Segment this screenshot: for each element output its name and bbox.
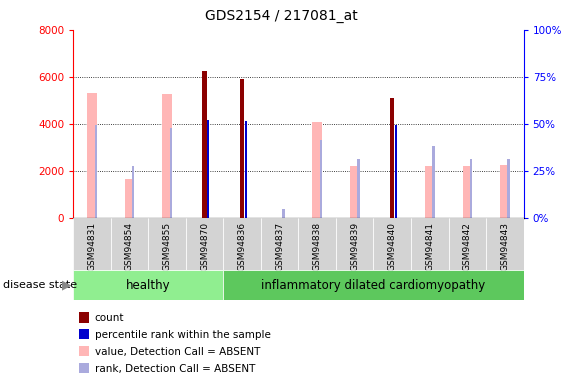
Bar (298, 217, 336, 270)
Text: inflammatory dilated cardiomyopathy: inflammatory dilated cardiomyopathy (261, 279, 485, 291)
Bar (148, 217, 186, 270)
Bar (87, 93, 97, 218)
Bar (336, 217, 373, 270)
Bar (207, 120, 209, 218)
Text: rank, Detection Call = ABSENT: rank, Detection Call = ABSENT (95, 364, 255, 374)
Text: GSM94837: GSM94837 (275, 222, 284, 271)
Bar (500, 165, 510, 218)
Bar (425, 166, 435, 218)
Bar (463, 166, 472, 218)
Bar (202, 71, 207, 217)
Bar (432, 146, 435, 218)
Bar (282, 209, 284, 218)
Text: GSM94836: GSM94836 (238, 222, 247, 271)
Bar (507, 159, 510, 218)
Bar (312, 122, 322, 218)
Text: GSM94854: GSM94854 (125, 222, 134, 271)
Bar (162, 94, 172, 218)
Bar (132, 166, 135, 218)
Text: disease state: disease state (3, 280, 77, 290)
Text: GSM94855: GSM94855 (163, 222, 172, 271)
Bar (390, 98, 395, 218)
Bar (395, 125, 397, 217)
Text: value, Detection Call = ABSENT: value, Detection Call = ABSENT (95, 347, 260, 357)
Bar (350, 166, 359, 218)
Bar (245, 122, 247, 218)
Bar (261, 217, 298, 270)
Text: ▶: ▶ (61, 278, 72, 291)
Bar (186, 217, 224, 270)
Bar (125, 179, 134, 218)
Text: GSM94841: GSM94841 (425, 222, 434, 271)
Bar (224, 217, 261, 270)
Bar (486, 217, 524, 270)
Bar (169, 128, 172, 217)
Text: GSM94843: GSM94843 (501, 222, 510, 271)
Text: healthy: healthy (126, 279, 171, 291)
Bar (111, 217, 148, 270)
Text: count: count (95, 314, 124, 324)
Text: GDS2154 / 217081_at: GDS2154 / 217081_at (205, 9, 358, 23)
Bar (358, 159, 360, 218)
Text: GSM94838: GSM94838 (312, 222, 321, 271)
Bar (224, 270, 524, 300)
Bar (449, 217, 486, 270)
Bar (240, 79, 244, 218)
Bar (320, 140, 322, 218)
Bar (95, 125, 97, 217)
Text: GSM94870: GSM94870 (200, 222, 209, 271)
Bar (411, 217, 449, 270)
Bar (470, 159, 472, 218)
Text: GSM94842: GSM94842 (463, 222, 472, 271)
Text: percentile rank within the sample: percentile rank within the sample (95, 330, 270, 340)
Bar (73, 270, 224, 300)
Text: GSM94840: GSM94840 (388, 222, 397, 271)
Bar (373, 217, 411, 270)
Text: GSM94831: GSM94831 (87, 222, 96, 271)
Bar (73, 217, 111, 270)
Text: GSM94839: GSM94839 (350, 222, 359, 271)
